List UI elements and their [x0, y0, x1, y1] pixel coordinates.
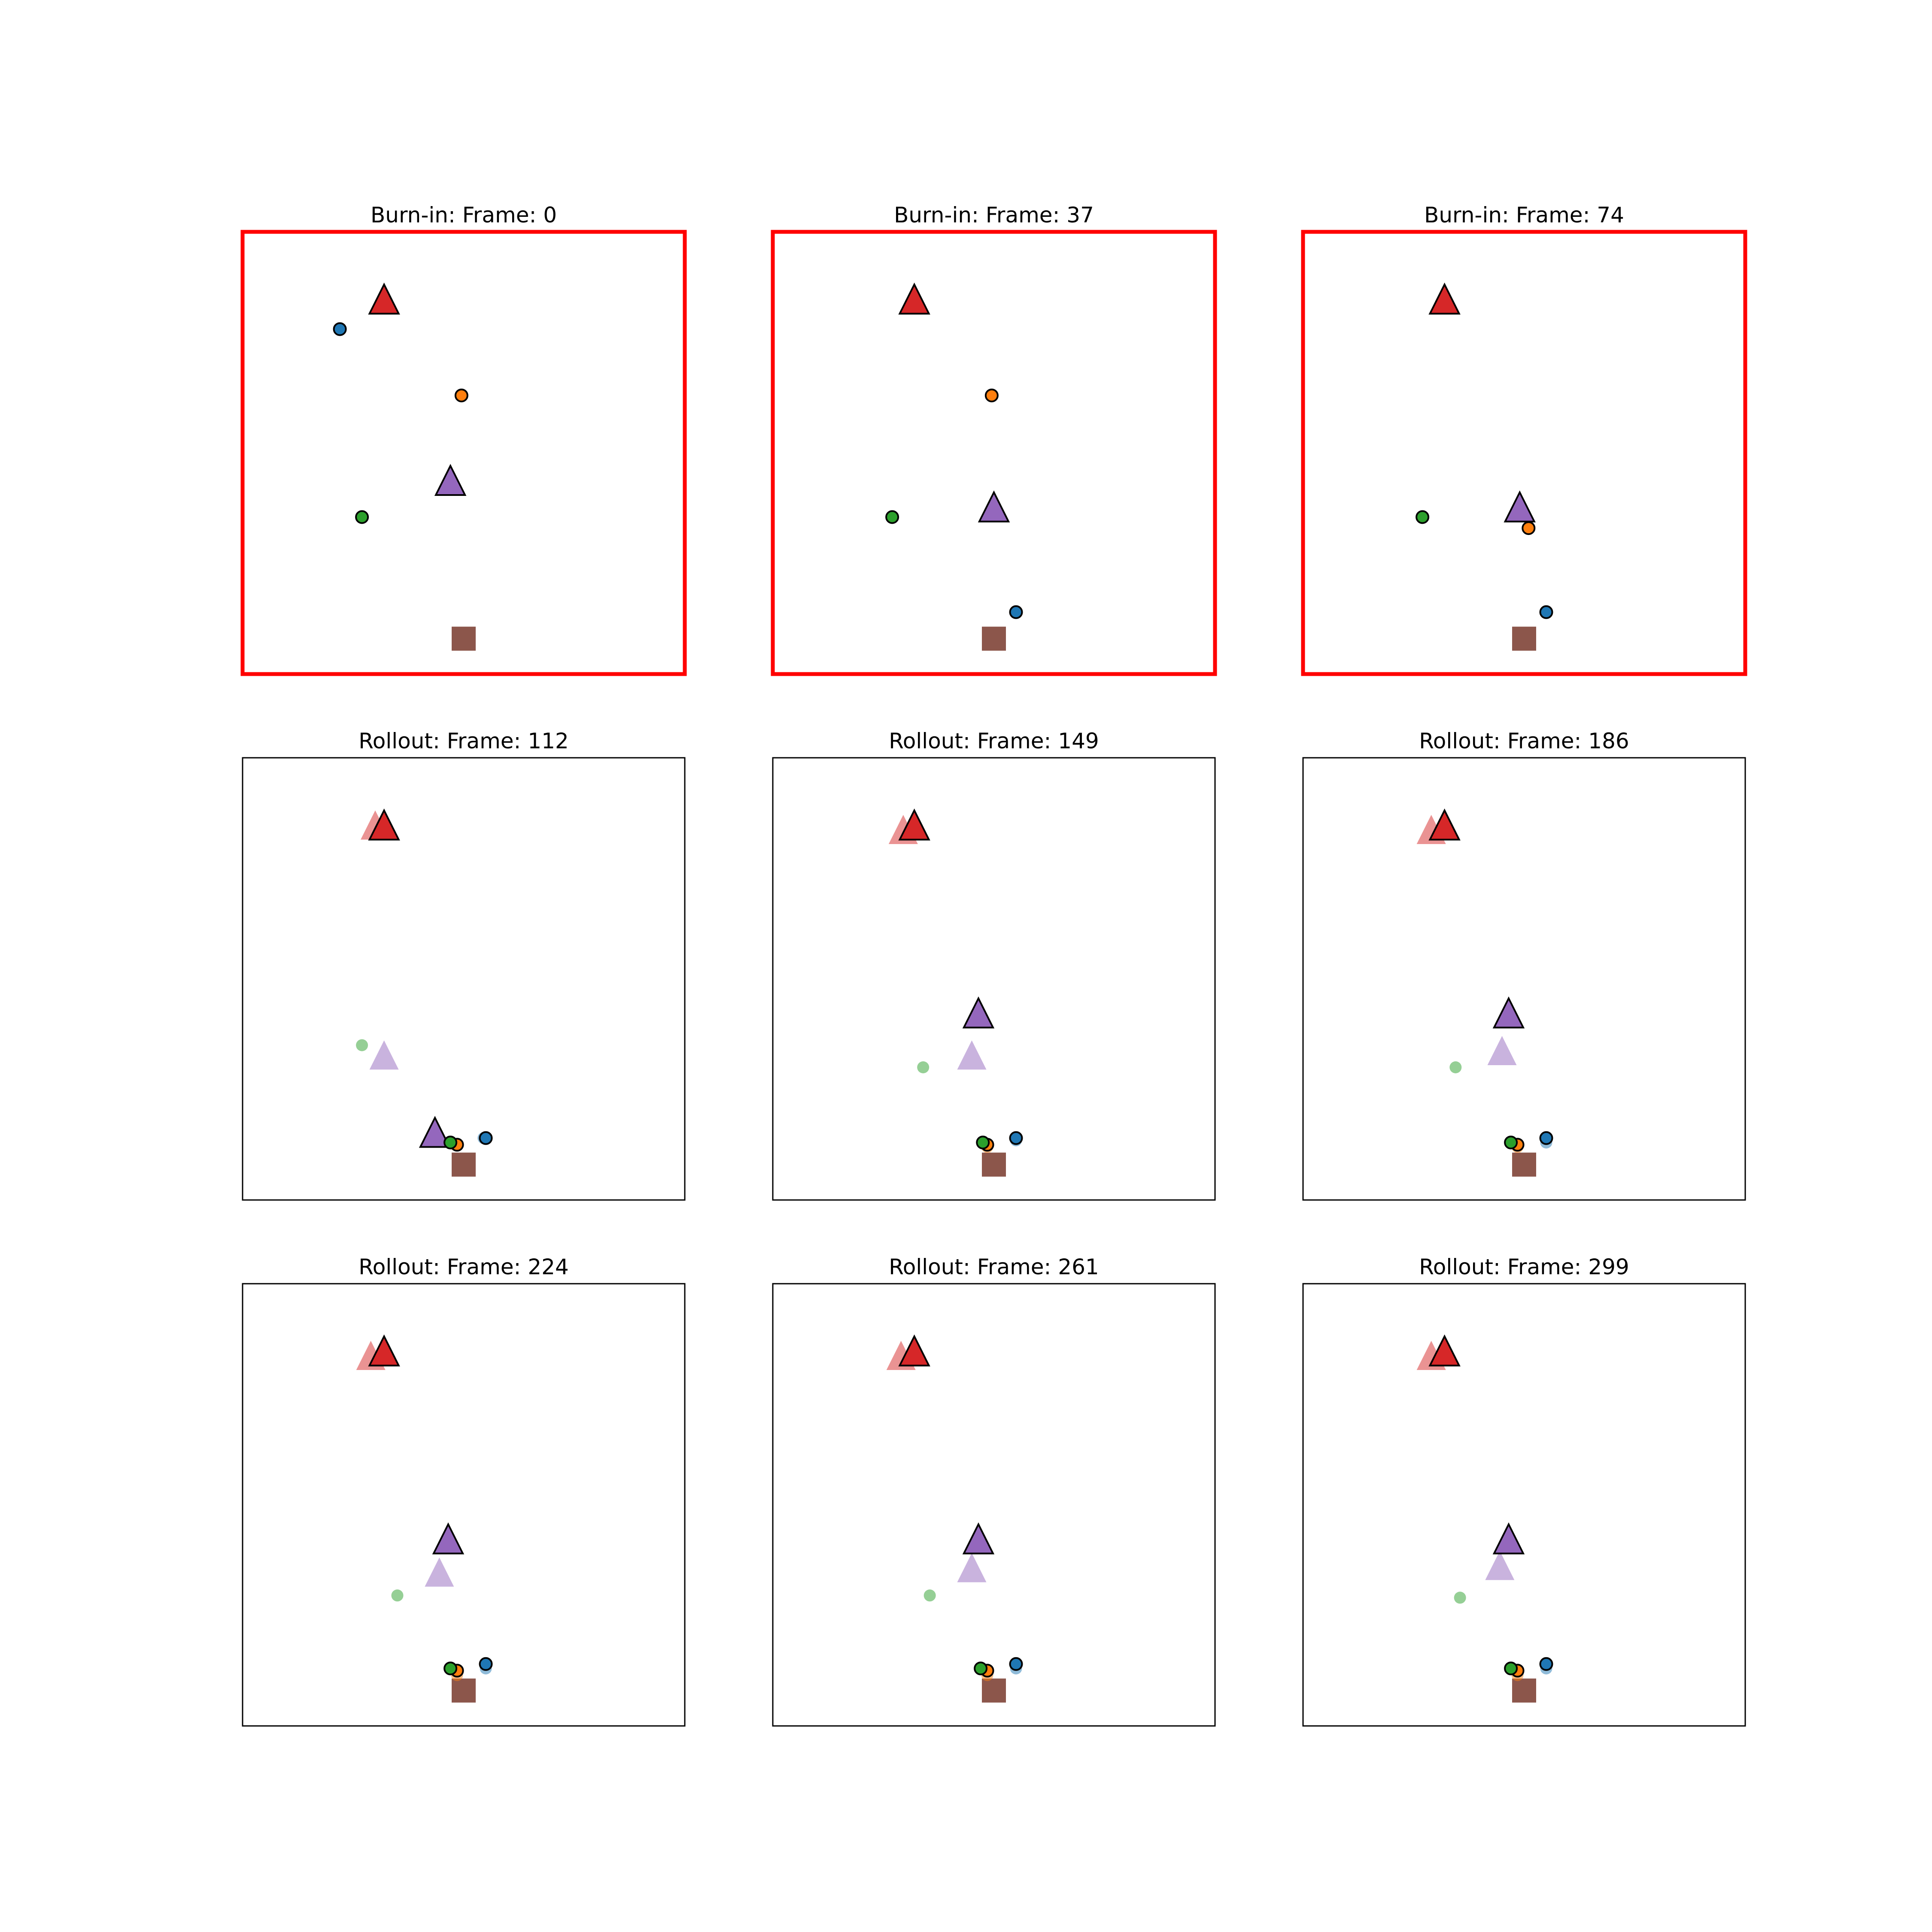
panel-title: Rollout: Frame: 186	[1419, 729, 1629, 753]
pred-brown-square-marker	[1512, 626, 1536, 651]
panel-5: Rollout: Frame: 149	[772, 729, 1216, 1201]
pred-purple-triangle-marker	[962, 1522, 995, 1555]
pred-green-circle-marker	[974, 1662, 988, 1676]
pred-blue-circle-marker	[479, 1131, 493, 1145]
panel-title: Burn-in: Frame: 74	[1424, 203, 1624, 228]
pred-purple-triangle-marker	[434, 464, 467, 496]
pred-orange-circle-marker	[984, 389, 999, 403]
pred-green-circle-marker	[885, 510, 899, 524]
gt-green-circle-marker	[923, 1589, 936, 1602]
panel-2: Burn-in: Frame: 37	[771, 203, 1217, 676]
gt-green-circle-marker	[1454, 1592, 1466, 1604]
pred-brown-square-marker	[452, 1678, 476, 1703]
pred-brown-square-marker	[982, 1678, 1006, 1703]
burn-in-axes-frame	[771, 230, 1217, 676]
gt-purple-triangle-marker	[1487, 1036, 1517, 1065]
panel-title: Rollout: Frame: 299	[1419, 1255, 1629, 1279]
burn-in-axes-frame	[240, 230, 687, 676]
gt-purple-triangle-marker	[369, 1040, 399, 1070]
pred-green-circle-marker	[355, 510, 369, 524]
panel-title: Burn-in: Frame: 37	[894, 203, 1094, 228]
pred-green-circle-marker	[976, 1136, 990, 1150]
pred-purple-triangle-marker	[1492, 1522, 1525, 1555]
pred-red-triangle-marker	[1428, 283, 1461, 315]
pred-blue-circle-marker	[479, 1657, 493, 1671]
rollout-axes-frame	[772, 1283, 1216, 1727]
pred-purple-triangle-marker	[432, 1522, 465, 1555]
pred-blue-circle-marker	[1539, 1657, 1553, 1671]
gt-green-circle-marker	[356, 1039, 368, 1051]
panel-title: Rollout: Frame: 112	[358, 729, 568, 753]
pred-red-triangle-marker	[898, 808, 930, 841]
gt-green-circle-marker	[917, 1061, 930, 1073]
pred-green-circle-marker	[1504, 1662, 1518, 1676]
rollout-axes-frame	[242, 1283, 686, 1727]
rollout-axes-frame	[1302, 1283, 1746, 1727]
panel-8: Rollout: Frame: 261	[772, 1255, 1216, 1727]
pred-red-triangle-marker	[368, 808, 400, 841]
pred-brown-square-marker	[452, 1152, 476, 1177]
gt-purple-triangle-marker	[425, 1557, 454, 1587]
pred-green-circle-marker	[444, 1662, 458, 1676]
pred-red-triangle-marker	[1428, 808, 1461, 841]
pred-blue-circle-marker	[1009, 1657, 1023, 1671]
pred-brown-square-marker	[982, 626, 1006, 651]
gt-green-circle-marker	[1449, 1061, 1462, 1073]
rollout-axes-frame	[1302, 757, 1746, 1201]
pred-blue-circle-marker	[1009, 1131, 1023, 1145]
pred-green-circle-marker	[1416, 510, 1430, 524]
pred-blue-circle-marker	[1539, 605, 1553, 619]
burn-in-axes-frame	[1301, 230, 1747, 676]
pred-brown-square-marker	[452, 626, 476, 651]
rollout-axes-frame	[772, 757, 1216, 1201]
pred-purple-triangle-marker	[419, 1116, 451, 1148]
rollout-axes-frame	[242, 757, 686, 1201]
gt-green-circle-marker	[391, 1589, 404, 1602]
panel-4: Rollout: Frame: 112	[242, 729, 686, 1201]
pred-brown-square-marker	[1512, 1152, 1536, 1177]
panel-title: Rollout: Frame: 261	[889, 1255, 1099, 1279]
pred-red-triangle-marker	[368, 1334, 400, 1367]
pred-red-triangle-marker	[898, 1334, 930, 1367]
gt-purple-triangle-marker	[957, 1553, 987, 1583]
panel-title: Rollout: Frame: 224	[358, 1255, 568, 1279]
pred-purple-triangle-marker	[1504, 490, 1536, 522]
pred-green-circle-marker	[444, 1136, 458, 1150]
pred-red-triangle-marker	[898, 283, 930, 315]
gt-purple-triangle-marker	[1485, 1551, 1515, 1580]
panel-title: Rollout: Frame: 149	[889, 729, 1099, 753]
pred-brown-square-marker	[982, 1152, 1006, 1177]
panel-1: Burn-in: Frame: 0	[240, 203, 687, 676]
pred-purple-triangle-marker	[962, 996, 995, 1029]
pred-red-triangle-marker	[368, 283, 400, 315]
pred-green-circle-marker	[1504, 1136, 1518, 1150]
panel-9: Rollout: Frame: 299	[1302, 1255, 1746, 1727]
pred-orange-circle-marker	[1522, 521, 1536, 535]
panel-6: Rollout: Frame: 186	[1302, 729, 1746, 1201]
panel-7: Rollout: Frame: 224	[242, 1255, 686, 1727]
panels: Burn-in: Frame: 0 Burn-in: Frame: 37 Burn-…	[240, 203, 1747, 1727]
pred-purple-triangle-marker	[978, 490, 1010, 522]
gt-purple-triangle-marker	[957, 1040, 987, 1070]
panel-title: Burn-in: Frame: 0	[371, 203, 557, 228]
pred-brown-square-marker	[1512, 1678, 1536, 1703]
pred-orange-circle-marker	[454, 389, 468, 403]
pred-blue-circle-marker	[1539, 1131, 1553, 1145]
panel-3: Burn-in: Frame: 74	[1301, 203, 1747, 676]
pred-blue-circle-marker	[333, 322, 347, 336]
pred-blue-circle-marker	[1009, 605, 1023, 619]
pred-purple-triangle-marker	[1492, 996, 1525, 1029]
pred-red-triangle-marker	[1428, 1334, 1461, 1367]
